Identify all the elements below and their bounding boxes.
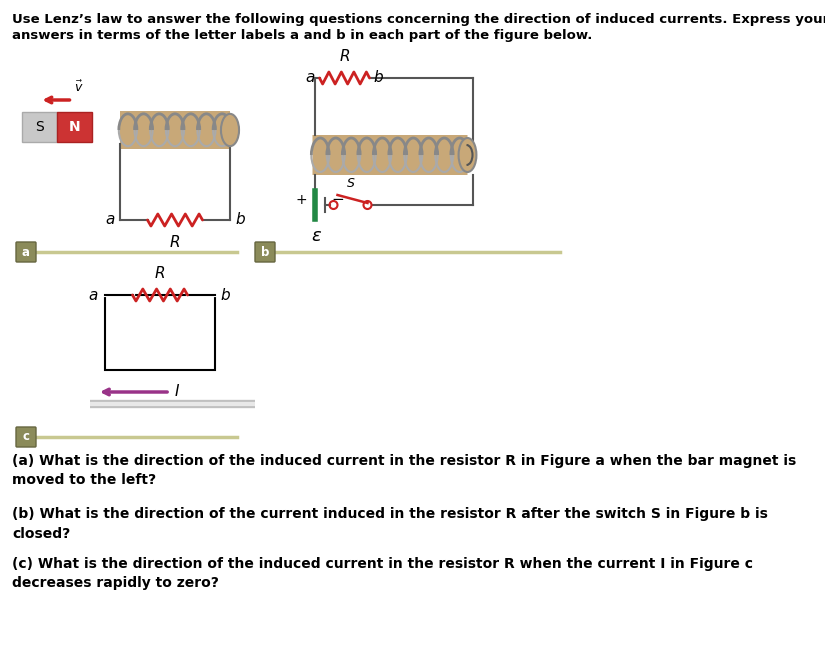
Text: c: c — [22, 430, 30, 444]
Text: b: b — [235, 212, 245, 228]
Text: b: b — [374, 70, 383, 86]
Text: S: S — [35, 120, 44, 134]
FancyBboxPatch shape — [255, 242, 275, 262]
Text: (b) What is the direction of the current induced in the resistor R after the swi: (b) What is the direction of the current… — [12, 507, 768, 540]
FancyBboxPatch shape — [16, 242, 36, 262]
Text: R: R — [339, 49, 350, 64]
Text: +: + — [296, 193, 308, 207]
Text: $\vec{v}$: $\vec{v}$ — [74, 80, 84, 95]
FancyBboxPatch shape — [120, 111, 230, 149]
Ellipse shape — [459, 138, 476, 172]
Text: a: a — [88, 288, 98, 303]
Text: b: b — [220, 288, 229, 303]
Text: S: S — [346, 177, 355, 190]
Text: (c) What is the direction of the induced current in the resistor R when the curr: (c) What is the direction of the induced… — [12, 557, 753, 590]
Text: I: I — [175, 384, 180, 400]
Text: $\varepsilon$: $\varepsilon$ — [311, 227, 322, 245]
Text: −: − — [332, 193, 344, 207]
Text: a: a — [22, 246, 30, 258]
Text: a: a — [106, 212, 115, 228]
FancyBboxPatch shape — [22, 112, 57, 142]
Ellipse shape — [221, 114, 239, 146]
FancyBboxPatch shape — [16, 427, 36, 447]
Text: R: R — [155, 266, 165, 281]
Text: (a) What is the direction of the induced current in the resistor R in Figure a w: (a) What is the direction of the induced… — [12, 454, 796, 487]
FancyBboxPatch shape — [57, 112, 92, 142]
FancyBboxPatch shape — [313, 135, 468, 175]
Bar — [105, 295, 215, 370]
Text: R: R — [170, 235, 181, 250]
Text: Use Lenz’s law to answer the following questions concerning the direction of ind: Use Lenz’s law to answer the following q… — [12, 13, 825, 26]
Text: answers in terms of the letter labels a and b in each part of the figure below.: answers in terms of the letter labels a … — [12, 29, 592, 42]
Text: a: a — [305, 70, 314, 86]
Text: b: b — [261, 246, 269, 258]
Text: N: N — [68, 120, 80, 134]
